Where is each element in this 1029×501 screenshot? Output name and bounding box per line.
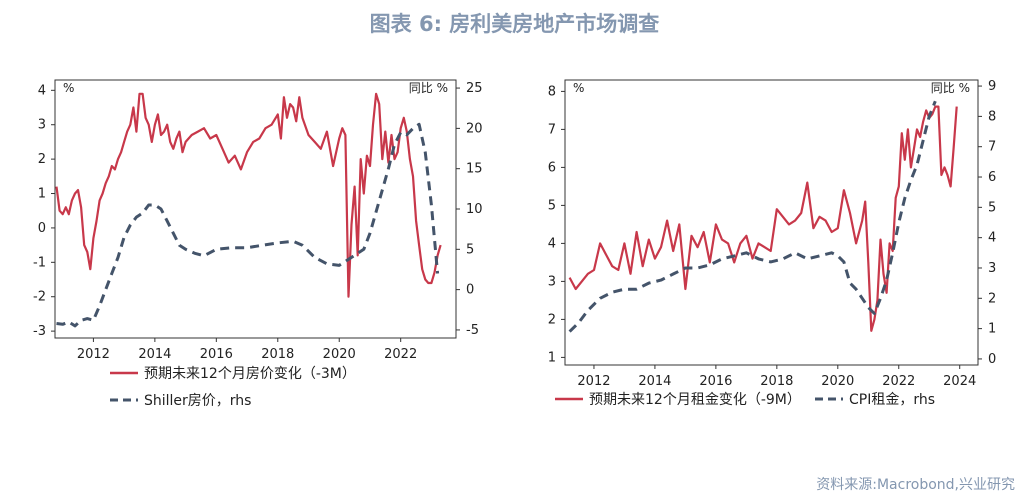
x-tick-label: 2024 [943, 374, 976, 389]
right-tick-label: 3 [988, 261, 996, 276]
x-tick-label: 2020 [821, 374, 854, 389]
x-tick-label: 2018 [261, 347, 294, 362]
figure-title: 图表 6: 房利美房地产市场调查 [369, 12, 660, 36]
right-tick-label: 9 [988, 79, 996, 94]
x-tick-label: 2018 [760, 374, 793, 389]
right-tick-label: 1 [988, 322, 996, 337]
chart-rent: 1 2 3 4 5 6 7 8 0 1 2 3 4 5 6 7 8 9 2012 2014 2016 2018 2020 20… [548, 79, 997, 408]
x-tick-label: 2022 [882, 374, 915, 389]
left-tick-label: 7 [548, 122, 556, 137]
legend-label-2: Shiller房价，rhs [144, 393, 251, 409]
legend-label-1: 预期未来12个月租金变化（-9M） [589, 392, 801, 408]
left-tick-label: 3 [38, 118, 46, 133]
left-tick-label: 2 [548, 312, 556, 327]
left-tick-label: -1 [33, 255, 46, 270]
figure-source: 资料来源:Macrobond,兴业研究 [816, 477, 1015, 493]
right-tick-label: 8 [988, 109, 996, 124]
x-tick-label: 2012 [77, 347, 110, 362]
series-line-1 [568, 105, 958, 332]
left-tick-label: 1 [548, 350, 556, 365]
left-tick-label: 8 [548, 84, 556, 99]
chart-home-price: -3 -2 -1 0 1 2 3 4 -5 0 5 10 15 20 25 2012 2014 2016 2018 2… [33, 79, 483, 409]
x-tick-label: 2014 [638, 374, 671, 389]
right-tick-label: 5 [466, 242, 474, 257]
left-tick-label: -3 [33, 324, 46, 339]
right-tick-label: 10 [466, 202, 483, 217]
right-tick-label: -5 [466, 323, 479, 338]
right-tick-label: 4 [988, 231, 996, 246]
right-tick-label: 6 [988, 170, 996, 185]
left-tick-label: 6 [548, 160, 556, 175]
legend-label-1: 预期未来12个月房价变化（-3M） [144, 366, 356, 382]
series-line-2 [56, 122, 440, 328]
right-tick-label: 15 [466, 162, 483, 177]
x-tick-label: 2016 [200, 347, 233, 362]
right-tick-label: 0 [988, 352, 996, 367]
x-tick-label: 2016 [699, 374, 732, 389]
right-tick-label: 2 [988, 291, 996, 306]
right-tick-label: 0 [466, 283, 474, 298]
left-unit-label: % [573, 81, 584, 95]
left-tick-label: 5 [548, 198, 556, 213]
right-unit-label: 同比 % [931, 81, 970, 95]
right-tick-label: 5 [988, 200, 996, 215]
plot-frame [54, 79, 457, 339]
left-tick-label: 3 [548, 274, 556, 289]
right-tick-label: 20 [466, 121, 483, 136]
left-tick-label: 1 [38, 187, 46, 202]
left-tick-label: -2 [33, 290, 46, 305]
x-tick-label: 2022 [384, 347, 417, 362]
series-line-1 [55, 92, 442, 298]
x-tick-label: 2012 [577, 374, 610, 389]
left-tick-label: 4 [548, 236, 556, 251]
left-tick-label: 4 [38, 83, 46, 98]
plot-frame [564, 79, 979, 366]
left-tick-label: 2 [38, 152, 46, 167]
left-tick-label: 0 [38, 221, 46, 236]
left-unit-label: % [63, 81, 74, 95]
x-tick-label: 2020 [323, 347, 356, 362]
right-unit-label: 同比 % [409, 81, 448, 95]
right-tick-label: 25 [466, 81, 483, 96]
series-line-2 [568, 100, 937, 333]
right-tick-label: 7 [988, 140, 996, 155]
legend-label-2: CPI租金，rhs [849, 392, 935, 408]
x-tick-label: 2014 [138, 347, 171, 362]
